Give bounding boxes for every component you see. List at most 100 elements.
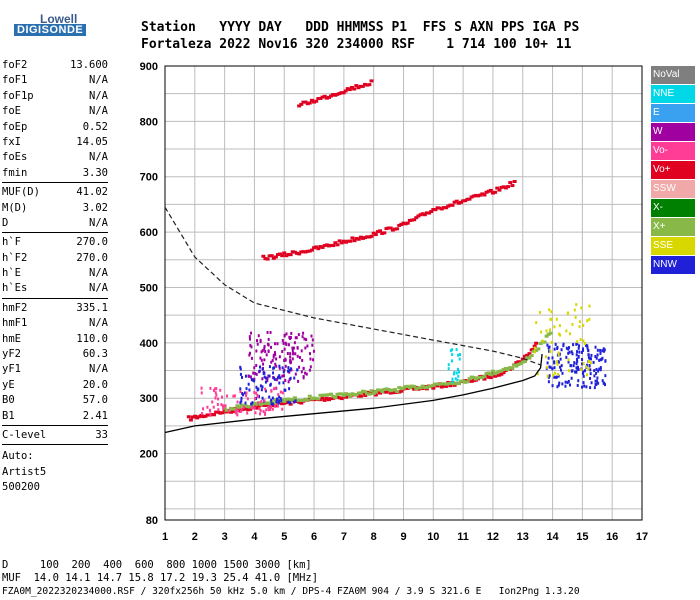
echo-mark <box>287 369 290 373</box>
echo-mark <box>564 384 567 388</box>
echo-mark <box>580 368 583 372</box>
echo-mark <box>352 239 357 243</box>
echo-mark <box>250 356 253 360</box>
echo-mark <box>447 367 450 371</box>
echo-mark <box>264 380 267 384</box>
echo-mark <box>559 368 562 372</box>
echo-mark <box>335 92 340 96</box>
echo-mark <box>288 387 291 391</box>
echo-mark <box>254 402 259 406</box>
echo-mark <box>555 375 558 379</box>
echo-mark <box>570 376 573 380</box>
echo-mark <box>312 358 315 362</box>
echo-mark <box>290 360 293 364</box>
echo-mark <box>227 409 230 413</box>
echo-mark <box>267 408 270 412</box>
param-row: h`Es N/A <box>2 281 108 296</box>
echo-mark <box>268 365 271 369</box>
echo-mark <box>555 317 558 321</box>
x-tick-label: 3 <box>222 531 228 543</box>
echo-mark <box>271 256 276 260</box>
echo-mark <box>329 397 334 401</box>
param-divider <box>2 424 108 426</box>
echo-mark <box>214 396 217 400</box>
param-label: foF1p <box>2 89 34 102</box>
echo-mark <box>261 367 264 371</box>
echo-mark <box>453 371 456 375</box>
echo-mark <box>556 372 559 376</box>
echo-mark <box>343 89 348 93</box>
echo-mark <box>585 363 588 367</box>
echo-mark <box>256 395 259 399</box>
echo-mark <box>399 389 404 393</box>
echo-mark <box>602 347 605 351</box>
echo-mark <box>259 409 262 413</box>
echo-mark <box>221 395 224 399</box>
echo-mark <box>272 371 275 375</box>
param-row: fmin 3.30 <box>2 166 108 181</box>
echo-mark <box>380 389 385 393</box>
echo-mark <box>311 343 314 347</box>
legend-item-ssw: SSW <box>651 180 695 198</box>
echo-mark <box>495 371 500 375</box>
echo-mark <box>272 355 275 359</box>
echo-mark <box>274 404 277 408</box>
echo-mark <box>248 353 251 357</box>
echo-mark <box>577 379 580 383</box>
echo-mark <box>241 407 246 411</box>
echo-mark <box>303 100 308 104</box>
echo-mark <box>314 245 319 249</box>
echo-mark <box>596 353 599 357</box>
echo-mark <box>286 252 291 256</box>
param-row: hmF1 N/A <box>2 316 108 331</box>
echo-mark <box>583 369 586 373</box>
echo-mark <box>471 379 476 383</box>
echo-mark <box>354 84 359 88</box>
echo-mark <box>282 341 285 345</box>
echo-mark <box>303 250 308 254</box>
echo-mark <box>239 367 242 371</box>
echo-mark <box>265 257 270 261</box>
echo-mark <box>446 204 451 208</box>
x-tick-label: 7 <box>341 531 347 543</box>
echo-mark <box>594 379 597 383</box>
echo-mark <box>250 345 253 349</box>
echo-mark <box>392 390 397 394</box>
echo-mark <box>344 240 349 244</box>
echo-mark <box>536 347 541 351</box>
echo-mark <box>268 395 271 399</box>
echo-mark <box>261 254 266 258</box>
echo-mark <box>209 386 212 390</box>
echo-mark <box>392 227 397 231</box>
echo-mark <box>378 391 383 395</box>
echo-mark <box>307 249 312 253</box>
echo-mark <box>574 370 577 374</box>
echo-mark <box>257 334 260 338</box>
echo-mark <box>561 371 564 375</box>
echo-mark <box>292 352 295 356</box>
echo-mark <box>569 383 572 387</box>
echo-mark <box>575 362 578 366</box>
echo-mark <box>582 362 585 366</box>
echo-mark <box>441 206 446 210</box>
echo-mark <box>363 393 368 397</box>
echo-mark <box>193 414 198 418</box>
echo-mark <box>206 405 209 409</box>
echo-mark <box>346 392 351 396</box>
echo-mark <box>587 367 590 371</box>
echo-mark <box>522 354 527 358</box>
echo-mark <box>378 388 383 392</box>
echo-mark <box>360 84 365 88</box>
echo-mark <box>589 357 592 361</box>
echo-mark <box>553 325 556 329</box>
echo-mark <box>410 384 415 388</box>
x-tick-label: 15 <box>576 531 588 543</box>
echo-mark <box>465 197 470 201</box>
echo-mark <box>277 401 280 405</box>
echo-mark <box>449 349 452 353</box>
echo-mark <box>201 412 204 416</box>
echo-mark <box>418 386 423 390</box>
echo-mark <box>296 354 299 358</box>
echo-mark <box>309 248 314 252</box>
echo-mark <box>501 368 506 372</box>
